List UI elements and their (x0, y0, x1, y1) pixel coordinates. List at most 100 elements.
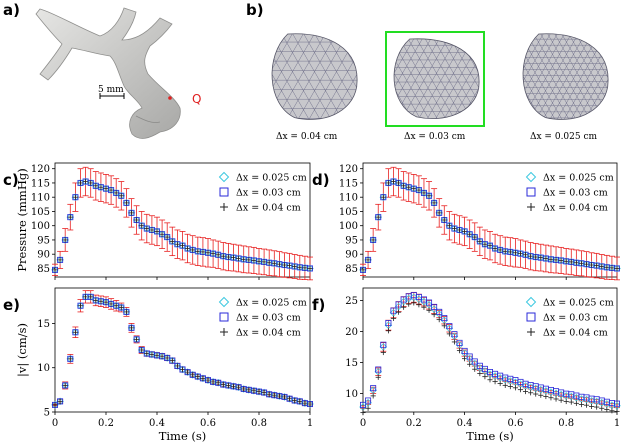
legend-label: Δx = 0.04 cm (543, 328, 608, 339)
marker-dx-0025 (56, 256, 64, 264)
marker-dx-004 (441, 323, 447, 329)
marker-dx-003 (466, 353, 473, 360)
marker-dx-0025 (86, 179, 95, 187)
y-tick-label: 5 (44, 408, 50, 419)
marker-dx-004 (401, 183, 407, 189)
marker-dx-004 (568, 399, 574, 405)
marker-dx-0025 (56, 397, 64, 406)
marker-dx-004 (467, 361, 473, 367)
marker-dx-004 (169, 238, 175, 244)
marker-dx-004 (266, 391, 272, 397)
legend-marker-plus (220, 203, 228, 211)
legend-marker-diamond (218, 171, 230, 183)
plot-frame (54, 162, 311, 278)
error-bar (451, 332, 458, 340)
marker-dx-004 (210, 379, 216, 385)
marker-dx-004 (67, 214, 73, 220)
marker-dx-004 (174, 363, 180, 369)
marker-dx-0025 (435, 209, 443, 217)
marker-dx-0025 (137, 221, 146, 230)
marker-dx-004 (543, 255, 549, 262)
marker-dx-004 (169, 358, 175, 364)
marker-dx-004 (108, 187, 114, 193)
legend-label: Δx = 0.025 cm (236, 298, 307, 309)
marker-dx-003 (390, 307, 397, 314)
marker-dx-004 (302, 265, 308, 271)
y-tick-label: 110 (339, 193, 358, 204)
marker-dx-0025 (66, 355, 75, 363)
marker-dx-003 (476, 362, 483, 369)
marker-dx-004 (185, 245, 191, 252)
marker-dx-004 (477, 238, 483, 244)
marker-dx-004 (205, 377, 211, 383)
marker-dx-0025 (163, 233, 171, 241)
marker-dx-004 (517, 387, 524, 393)
marker-dx-004 (401, 304, 407, 310)
marker-dx-004 (164, 355, 170, 361)
chart-pressure-right: 85 90 95 100 105 110 115 120 Δx = 0.025 cm Δx = 0… (339, 162, 621, 281)
y-axis-label: |v| (cm/s) (15, 323, 30, 377)
marker-dx-004 (451, 339, 458, 345)
marker-dx-0025 (445, 221, 454, 230)
marker-dx-003 (365, 397, 372, 404)
marker-dx-003 (446, 323, 453, 330)
marker-dx-0025 (66, 213, 75, 221)
marker-dx-004 (154, 228, 160, 234)
x-tick-label: 0.8 (251, 418, 267, 429)
scale-bar-label: 5 mm (98, 85, 124, 95)
panel-label-d: d) (312, 171, 330, 189)
mesh-medium (393, 38, 480, 120)
marker-dx-004 (236, 384, 242, 390)
y-tick-label: 110 (31, 193, 50, 204)
marker-dx-004 (123, 200, 129, 206)
marker-dx-003 (456, 339, 463, 346)
marker-dx-004 (522, 388, 529, 395)
marker-dx-004 (375, 374, 381, 380)
marker-dx-004 (185, 369, 191, 375)
marker-dx-004 (72, 194, 78, 200)
marker-dx-0025 (61, 236, 69, 244)
marker-dx-004 (154, 352, 160, 358)
y-tick-label: 85 (37, 264, 50, 275)
marker-dx-004 (287, 263, 293, 269)
marker-dx-004 (281, 394, 288, 400)
marker-dx-003 (461, 347, 468, 354)
marker-dx-0025 (132, 335, 141, 344)
y-tick-label: 95 (37, 235, 50, 246)
marker-dx-0025 (86, 293, 95, 301)
marker-dx-004 (149, 351, 155, 358)
marker-dx-004 (281, 262, 288, 268)
y-tick-label: 90 (345, 250, 358, 261)
marker-dx-004 (558, 397, 564, 403)
marker-dx-004 (179, 243, 186, 249)
marker-dx-004 (297, 264, 303, 270)
marker-dx-004 (385, 180, 391, 186)
marker-dx-004 (88, 180, 94, 186)
marker-dx-004 (375, 214, 381, 220)
marker-dx-004 (195, 373, 201, 380)
marker-dx-004 (360, 410, 366, 416)
marker-dx-004 (302, 400, 308, 406)
plot-frame (54, 287, 311, 413)
marker-dx-004 (134, 336, 140, 342)
marker-dx-004 (246, 387, 252, 393)
marker-dx-004 (492, 379, 498, 385)
y-tick-label: 120 (339, 164, 358, 175)
marker-dx-004 (220, 253, 226, 259)
error-bar (614, 403, 620, 409)
chart-velocity-right: 10 15 20 25 0 0.2 0.4 0.6 0.8 1 Time (s) Δx = 0.025… (345, 287, 621, 442)
marker-dx-004 (426, 307, 432, 313)
marker-dx-0025 (51, 266, 59, 274)
legend-label: Δx = 0.04 cm (236, 203, 301, 214)
x-tick-label: 0 (360, 418, 366, 429)
y-tick-label: 85 (345, 264, 358, 275)
y-tick-label: 25 (345, 296, 358, 307)
marker-dx-004 (174, 241, 180, 247)
y-tick-label: 100 (339, 221, 358, 232)
marker-dx-004 (436, 210, 442, 216)
marker-dx-004 (200, 375, 206, 381)
marker-dx-004 (52, 267, 58, 273)
y-tick-label: 120 (31, 164, 50, 175)
x-tick-label: 0.4 (149, 418, 165, 429)
marker-dx-0025 (71, 328, 80, 337)
